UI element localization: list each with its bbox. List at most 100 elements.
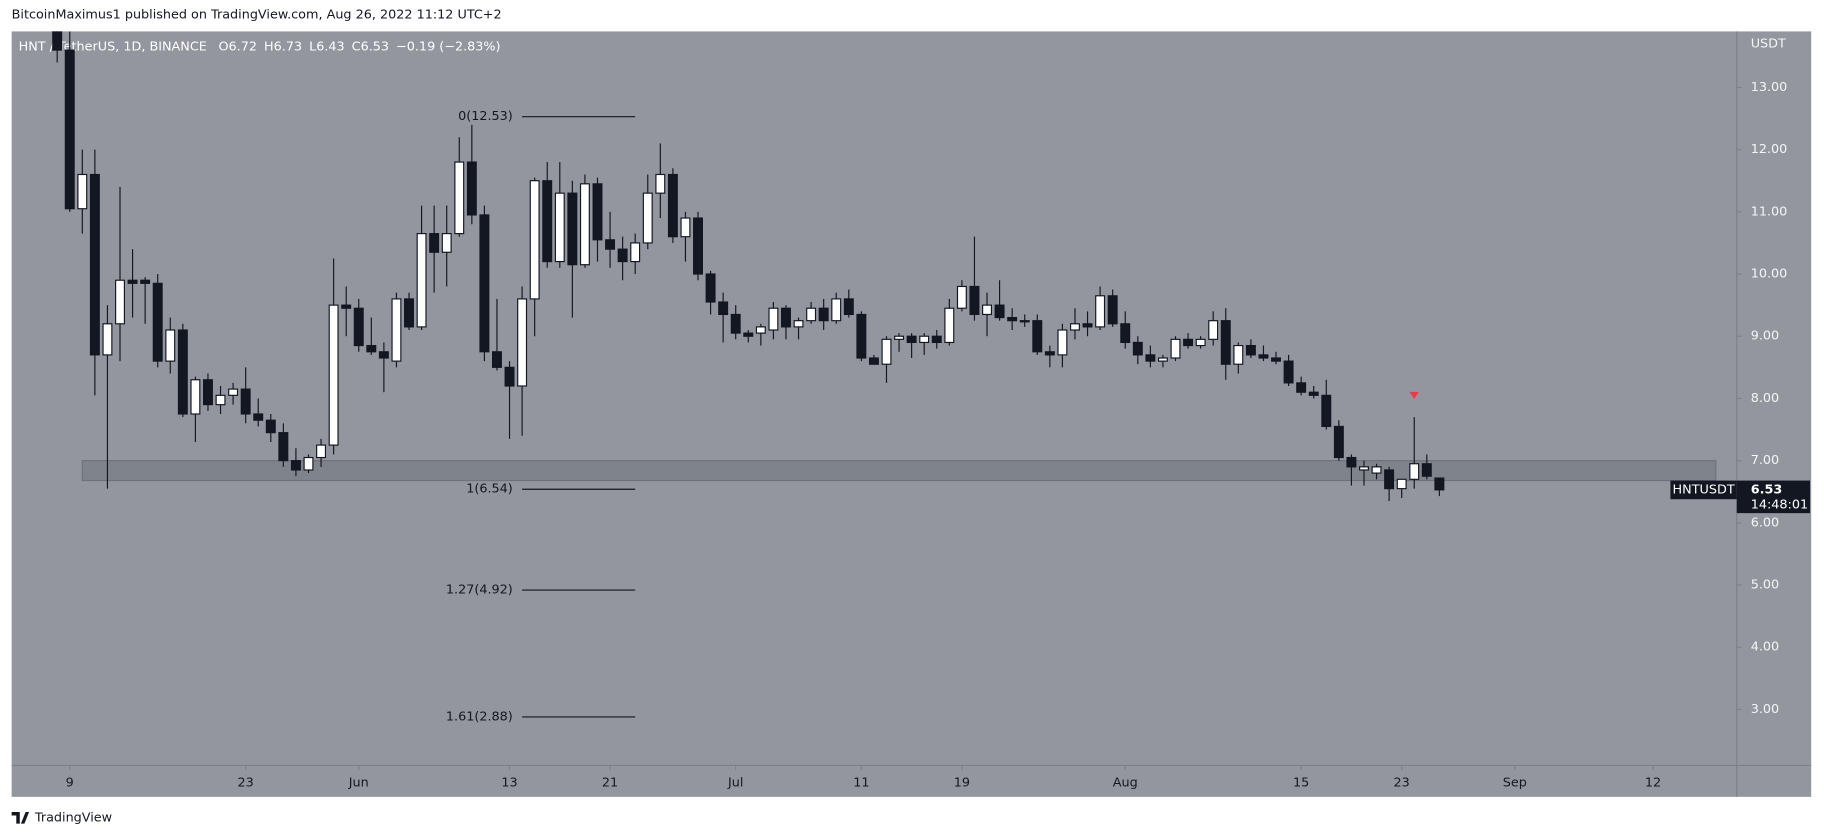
candle-body — [416, 233, 427, 328]
candle-body — [831, 298, 842, 322]
candle-body — [1409, 463, 1420, 480]
candle-body — [115, 279, 125, 325]
ohlc-value: 6.43 — [316, 39, 344, 54]
candle-body — [353, 307, 364, 347]
x-tick-label: 15 — [1293, 775, 1309, 790]
candle-body — [1308, 391, 1319, 396]
candle-body — [554, 192, 565, 263]
candle-body — [1208, 320, 1219, 340]
candle-body — [466, 161, 477, 216]
candle-body — [1095, 295, 1106, 328]
fib-label: 1(6.54) — [466, 482, 513, 497]
x-tick-label: 23 — [1394, 775, 1410, 790]
y-tick-label: 6.00 — [1751, 515, 1779, 530]
candle-body — [89, 173, 100, 356]
candle-body — [253, 413, 264, 421]
candle-body — [1283, 360, 1294, 384]
ohlc-value: 6.72 — [229, 39, 257, 54]
x-tick-label: 19 — [954, 775, 970, 790]
candle-body — [1044, 351, 1055, 356]
candle-body — [780, 307, 791, 328]
x-tick-label: 23 — [238, 775, 254, 790]
candle-body — [165, 329, 176, 362]
candle-body — [441, 233, 452, 253]
candle-body — [969, 285, 980, 316]
y-tick-label: 12.00 — [1751, 142, 1788, 157]
candle-body — [1183, 338, 1194, 347]
candle-body — [1421, 463, 1432, 477]
candle-body — [529, 180, 540, 300]
fib-label: 1.27(4.92) — [446, 583, 513, 598]
candle-body — [1333, 425, 1344, 459]
candle-body — [1120, 323, 1131, 344]
x-tick-label: 9 — [66, 775, 74, 790]
candle-body — [579, 183, 590, 266]
support-zone — [81, 460, 1717, 482]
candle-body — [1434, 477, 1445, 491]
x-tick-label: Jun — [348, 775, 369, 790]
candle-body — [655, 173, 666, 194]
ohlc-value: 6.73 — [274, 39, 302, 54]
fib-label: 1.61(2.88) — [446, 709, 513, 724]
candle-body — [1145, 354, 1156, 362]
chart-panel — [11, 31, 1812, 797]
fib-label: 0(12.53) — [458, 109, 513, 124]
x-tick-label: Aug — [1113, 775, 1138, 790]
candle-body — [1258, 354, 1269, 359]
candle-body — [454, 161, 465, 235]
y-tick-label: 13.00 — [1751, 80, 1788, 95]
candle-body — [1157, 357, 1168, 362]
candle-body — [127, 279, 138, 284]
x-tick-label: 11 — [853, 775, 869, 790]
candle-body — [215, 394, 226, 406]
candle-body — [1384, 469, 1395, 490]
candle-body — [592, 183, 603, 241]
candle-body — [730, 313, 741, 334]
candle-body — [894, 335, 905, 340]
candle-body — [617, 248, 628, 263]
candle-body — [806, 307, 817, 322]
candle-body — [1019, 320, 1030, 323]
candle-body — [102, 323, 113, 356]
x-tick-label: Sep — [1503, 775, 1527, 790]
candle-body — [994, 304, 1005, 319]
candle-body — [64, 49, 75, 210]
signal-marker — [1409, 391, 1419, 399]
candle-body — [919, 335, 930, 344]
candle-body — [404, 298, 414, 328]
candle-body — [868, 357, 879, 365]
candle-body — [743, 332, 754, 337]
x-tick-label: Jul — [727, 775, 743, 790]
candle-body — [517, 298, 528, 387]
y-tick-label: 3.00 — [1751, 702, 1779, 717]
brand-logo — [11, 811, 30, 824]
candle-body — [240, 388, 251, 415]
candle-body — [667, 173, 678, 238]
y-tick-label: 11.00 — [1751, 204, 1788, 219]
ohlc-label: L — [309, 39, 317, 54]
candle-body — [642, 192, 653, 244]
candle-body — [693, 217, 703, 275]
candle-body — [843, 298, 854, 316]
candle-body — [931, 335, 942, 344]
candle-body — [680, 217, 691, 238]
x-tick-label: 21 — [602, 775, 618, 790]
candle-body — [491, 351, 502, 368]
candle-body — [1346, 456, 1357, 468]
y-tick-label: 7.00 — [1751, 453, 1779, 468]
candle-body — [705, 273, 716, 303]
candle-body — [1296, 382, 1307, 393]
candle-body — [278, 432, 289, 462]
candle-body — [982, 304, 993, 316]
candle-body — [1271, 357, 1282, 362]
candle-body — [341, 304, 352, 309]
candle-body — [1069, 323, 1080, 331]
candle-body — [228, 388, 239, 396]
candle-body — [303, 456, 314, 471]
price-tag — [1736, 480, 1811, 514]
y-axis-label: USDT — [1751, 37, 1786, 52]
y-tick-label: 5.00 — [1751, 578, 1779, 593]
price-tag-value: 6.53 — [1751, 482, 1783, 497]
x-tick-label: 13 — [501, 775, 517, 790]
